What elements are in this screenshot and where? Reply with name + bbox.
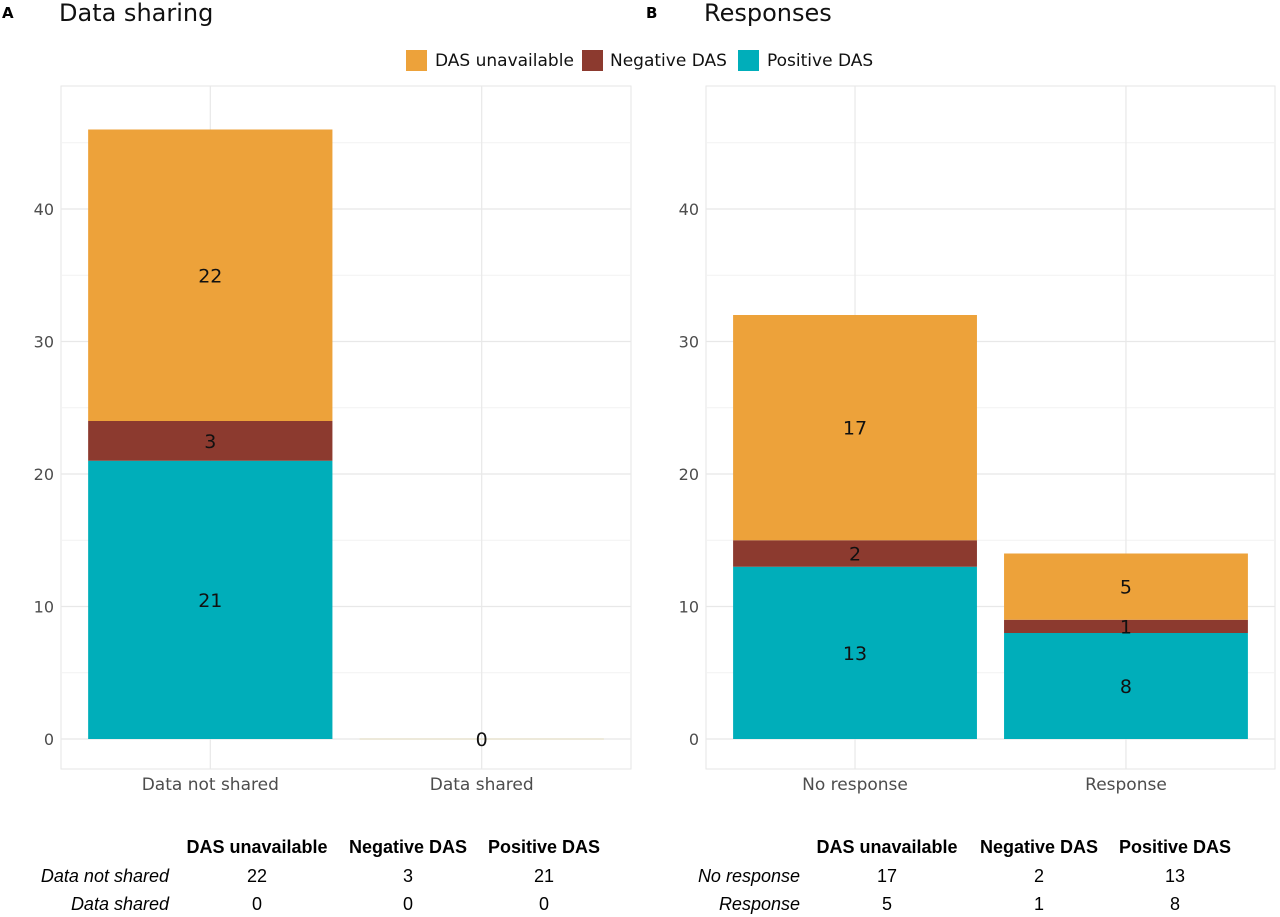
panel-b-letter: B	[646, 4, 657, 22]
table-b-row-label: No response	[698, 866, 800, 886]
table-b-cell: 2	[1034, 866, 1044, 886]
bar-segment-negative-das	[1004, 619, 1248, 633]
bar-label: 22	[198, 265, 222, 287]
panel-a-plot: 0 10 20 30 40 21 3 22 0 Data not shared Data share…	[34, 85, 632, 795]
bar-label: 17	[843, 418, 867, 440]
panel-b-title: Responses	[704, 0, 832, 27]
table-a-cell: 0	[403, 894, 413, 914]
legend-label-negative-das: Negative DAS	[610, 51, 727, 71]
y-tick-label: 40	[34, 200, 54, 219]
table-a-cell: 3	[403, 866, 413, 886]
panel-b-table: DAS unavailable Negative DAS Positive DA…	[698, 837, 1231, 914]
table-a-header-positive-das: Positive DAS	[488, 837, 600, 857]
table-a-header-negative-das: Negative DAS	[349, 837, 467, 857]
bar-label: 5	[1120, 577, 1132, 599]
table-b-cell: 1	[1034, 894, 1044, 914]
table-b-header-negative-das: Negative DAS	[980, 837, 1098, 857]
x-tick-label: Data not shared	[142, 775, 279, 795]
x-tick-label: Response	[1085, 775, 1167, 795]
bar-segment-positive-das	[1004, 633, 1248, 739]
legend-swatch-das-unavailable	[406, 50, 427, 71]
bar-segment-das-unavailable	[733, 315, 977, 541]
bar-label: 1	[1120, 616, 1132, 638]
y-tick-label: 0	[44, 730, 54, 749]
table-b-cell: 17	[877, 866, 897, 886]
y-tick-label: 0	[689, 730, 699, 749]
legend-swatch-negative-das	[582, 50, 603, 71]
panel-a-table: DAS unavailable Negative DAS Positive DA…	[41, 837, 600, 914]
bar-segment-das-unavailable	[88, 129, 333, 421]
table-a-row-label: Data shared	[71, 894, 170, 914]
table-a-cell: 21	[534, 866, 554, 886]
legend-swatch-positive-das	[738, 50, 759, 71]
y-tick-label: 10	[679, 598, 699, 617]
panel-a-title: Data sharing	[59, 0, 213, 27]
y-tick-label: 30	[679, 333, 699, 352]
table-b-cell: 13	[1165, 866, 1185, 886]
x-tick-label: Data shared	[430, 775, 534, 795]
table-a-row-label: Data not shared	[41, 866, 170, 886]
table-b-header-positive-das: Positive DAS	[1119, 837, 1231, 857]
table-a-header-das-unavailable: DAS unavailable	[186, 837, 327, 857]
legend-label-das-unavailable: DAS unavailable	[435, 51, 574, 71]
table-b-cell: 8	[1170, 894, 1180, 914]
y-tick-label: 20	[34, 465, 54, 484]
bar-label: 3	[204, 431, 216, 453]
bar-label: 21	[198, 590, 222, 612]
panel-a-letter: A	[2, 4, 14, 22]
y-tick-label: 30	[34, 333, 54, 352]
bar-label: 13	[843, 643, 867, 665]
bar-segment-positive-das	[88, 460, 333, 739]
bar-label: 0	[476, 729, 488, 751]
legend: DAS unavailable Negative DAS Positive DA…	[406, 50, 873, 71]
bar-label: 2	[849, 544, 861, 566]
bar-segment-das-unavailable	[1004, 553, 1248, 620]
bar-label: 8	[1120, 676, 1132, 698]
x-tick-label: No response	[802, 775, 908, 795]
table-b-header-das-unavailable: DAS unavailable	[816, 837, 957, 857]
legend-label-positive-das: Positive DAS	[767, 51, 873, 71]
bar-segment-negative-das	[88, 421, 333, 461]
y-tick-label: 40	[679, 200, 699, 219]
bar-segment-negative-das	[733, 540, 977, 567]
y-tick-label: 20	[679, 465, 699, 484]
table-b-row-label: Response	[719, 894, 800, 914]
table-b-cell: 5	[882, 894, 892, 914]
panel-b-plot: 0 10 20 30 40 13 2 17 8 1 5 No response Response	[679, 85, 1276, 795]
table-a-cell: 0	[539, 894, 549, 914]
bar-segment-positive-das	[733, 566, 977, 739]
y-tick-label: 10	[34, 598, 54, 617]
table-a-cell: 22	[247, 866, 267, 886]
table-a-cell: 0	[252, 894, 262, 914]
